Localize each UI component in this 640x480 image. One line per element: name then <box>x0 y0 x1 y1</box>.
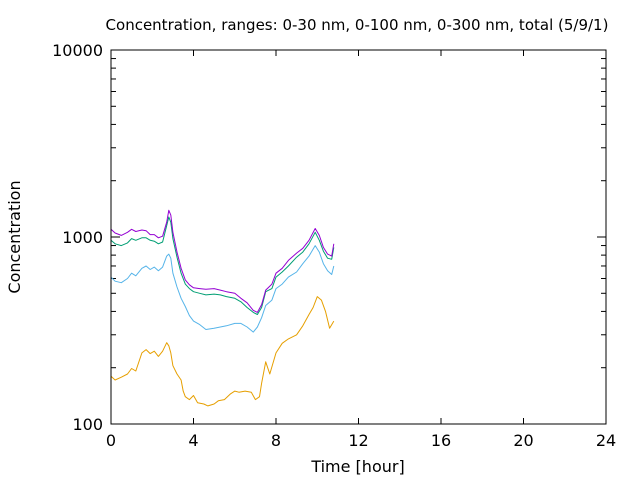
y-tick-label: 10000 <box>52 41 103 60</box>
tick-labels: 0 4 8 12 16 20 24 100 1000 10000 <box>52 41 616 450</box>
axis-ticks <box>110 49 607 425</box>
series-line-2 <box>110 245 335 333</box>
x-axis-title: Time [hour] <box>310 457 404 476</box>
x-tick-label: 12 <box>348 431 368 450</box>
y-tick-label: 100 <box>72 415 103 434</box>
series-line-1 <box>110 296 335 407</box>
y-tick-label: 1000 <box>62 228 103 247</box>
plot-frame <box>110 49 607 425</box>
x-tick-label: 16 <box>431 431 451 450</box>
x-tick-label: 8 <box>271 431 281 450</box>
x-tick-label: 0 <box>106 431 116 450</box>
chart-title: Concentration, ranges: 0-30 nm, 0-100 nm… <box>106 16 609 34</box>
y-axis-title: Concentration <box>5 180 24 293</box>
x-tick-label: 20 <box>513 431 533 450</box>
series-layer <box>110 209 335 407</box>
x-tick-label: 24 <box>596 431 616 450</box>
x-tick-label: 4 <box>188 431 198 450</box>
series-line-3 <box>110 216 335 315</box>
series-line-4 <box>110 209 335 313</box>
